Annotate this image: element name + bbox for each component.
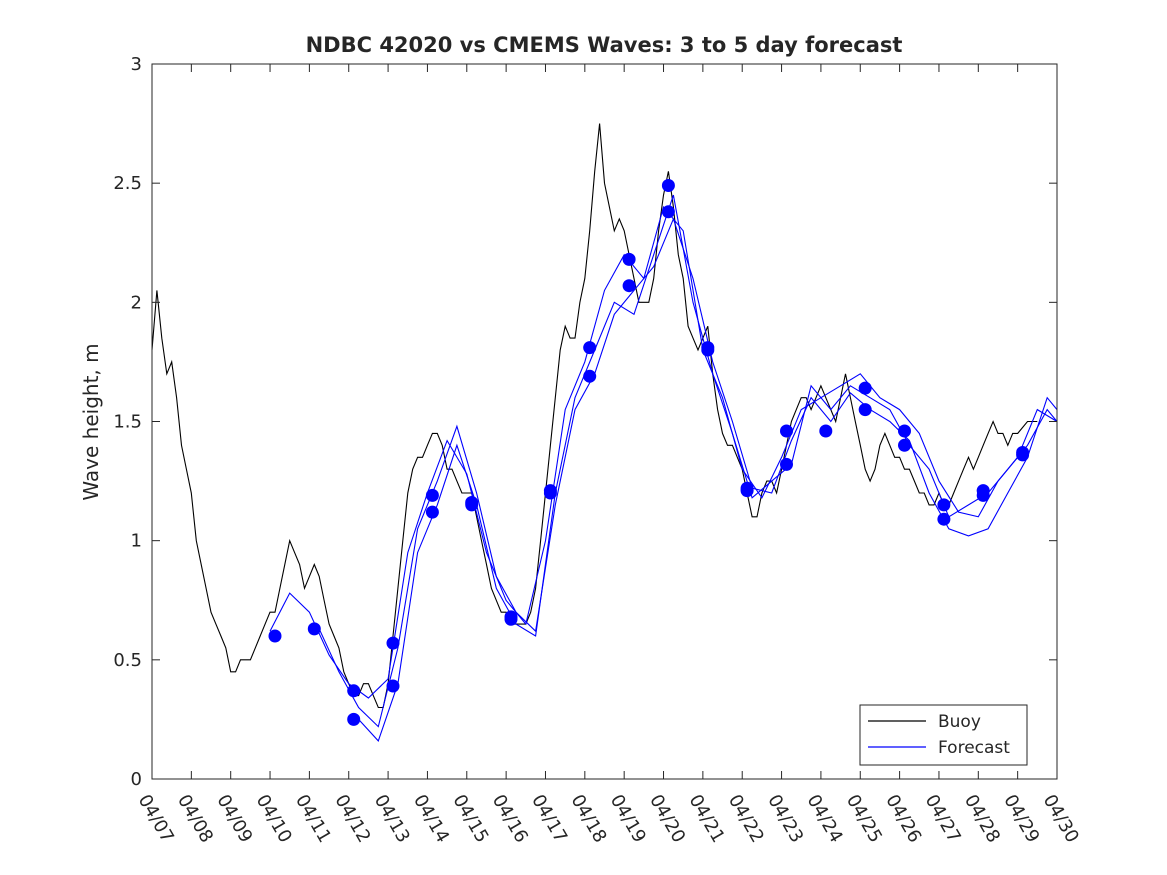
forecast-marker <box>661 179 675 192</box>
forecast-marker <box>1016 448 1030 462</box>
forecast-marker <box>898 424 911 438</box>
forecast-marker <box>504 612 518 626</box>
forecast-marker <box>701 343 715 357</box>
forecast-marker <box>425 488 439 502</box>
forecast-marker <box>780 457 793 471</box>
forecast-marker <box>937 498 951 512</box>
chart-title: NDBC 42020 vs CMEMS Waves: 3 to 5 day fo… <box>306 33 903 57</box>
legend-buoy-label: Buoy <box>938 712 981 732</box>
forecast-marker <box>347 684 361 698</box>
forecast-marker <box>543 486 557 500</box>
y-tick-label: 0 <box>131 769 142 790</box>
forecast-marker <box>425 505 439 519</box>
y-tick-label: 3 <box>131 54 142 75</box>
forecast-marker <box>661 205 675 219</box>
legend: Buoy Forecast <box>859 704 1028 766</box>
forecast-marker <box>465 498 479 512</box>
forecast-marker <box>583 369 597 383</box>
forecast-marker <box>622 252 636 266</box>
forecast-marker <box>780 424 793 438</box>
forecast-marker <box>386 636 400 650</box>
forecast-marker <box>347 712 361 726</box>
forecast-marker <box>819 424 833 438</box>
legend-forecast-label: Forecast <box>938 738 1010 758</box>
forecast-marker <box>583 341 597 355</box>
forecast-marker <box>976 488 990 502</box>
forecast-marker <box>937 512 951 526</box>
forecast-marker <box>740 484 754 498</box>
y-tick-label: 0.5 <box>113 650 142 671</box>
forecast-marker <box>858 403 872 417</box>
y-tick-label: 2.5 <box>113 173 142 194</box>
y-axis-label: Wave height, m <box>79 343 103 500</box>
forecast-marker <box>386 679 400 693</box>
forecast-marker <box>307 622 321 636</box>
y-tick-label: 1.5 <box>113 412 142 433</box>
forecast-line-1 <box>269 205 1058 699</box>
y-tick-label: 1 <box>131 531 142 552</box>
legend-box <box>859 704 1028 766</box>
buoy-series-line <box>151 123 1038 709</box>
forecast-marker <box>622 279 636 293</box>
y-tick-label: 2 <box>131 292 142 313</box>
plot-area <box>151 123 1058 742</box>
forecast-marker <box>858 381 872 395</box>
forecast-marker <box>268 629 282 643</box>
forecast-marker <box>898 438 911 452</box>
